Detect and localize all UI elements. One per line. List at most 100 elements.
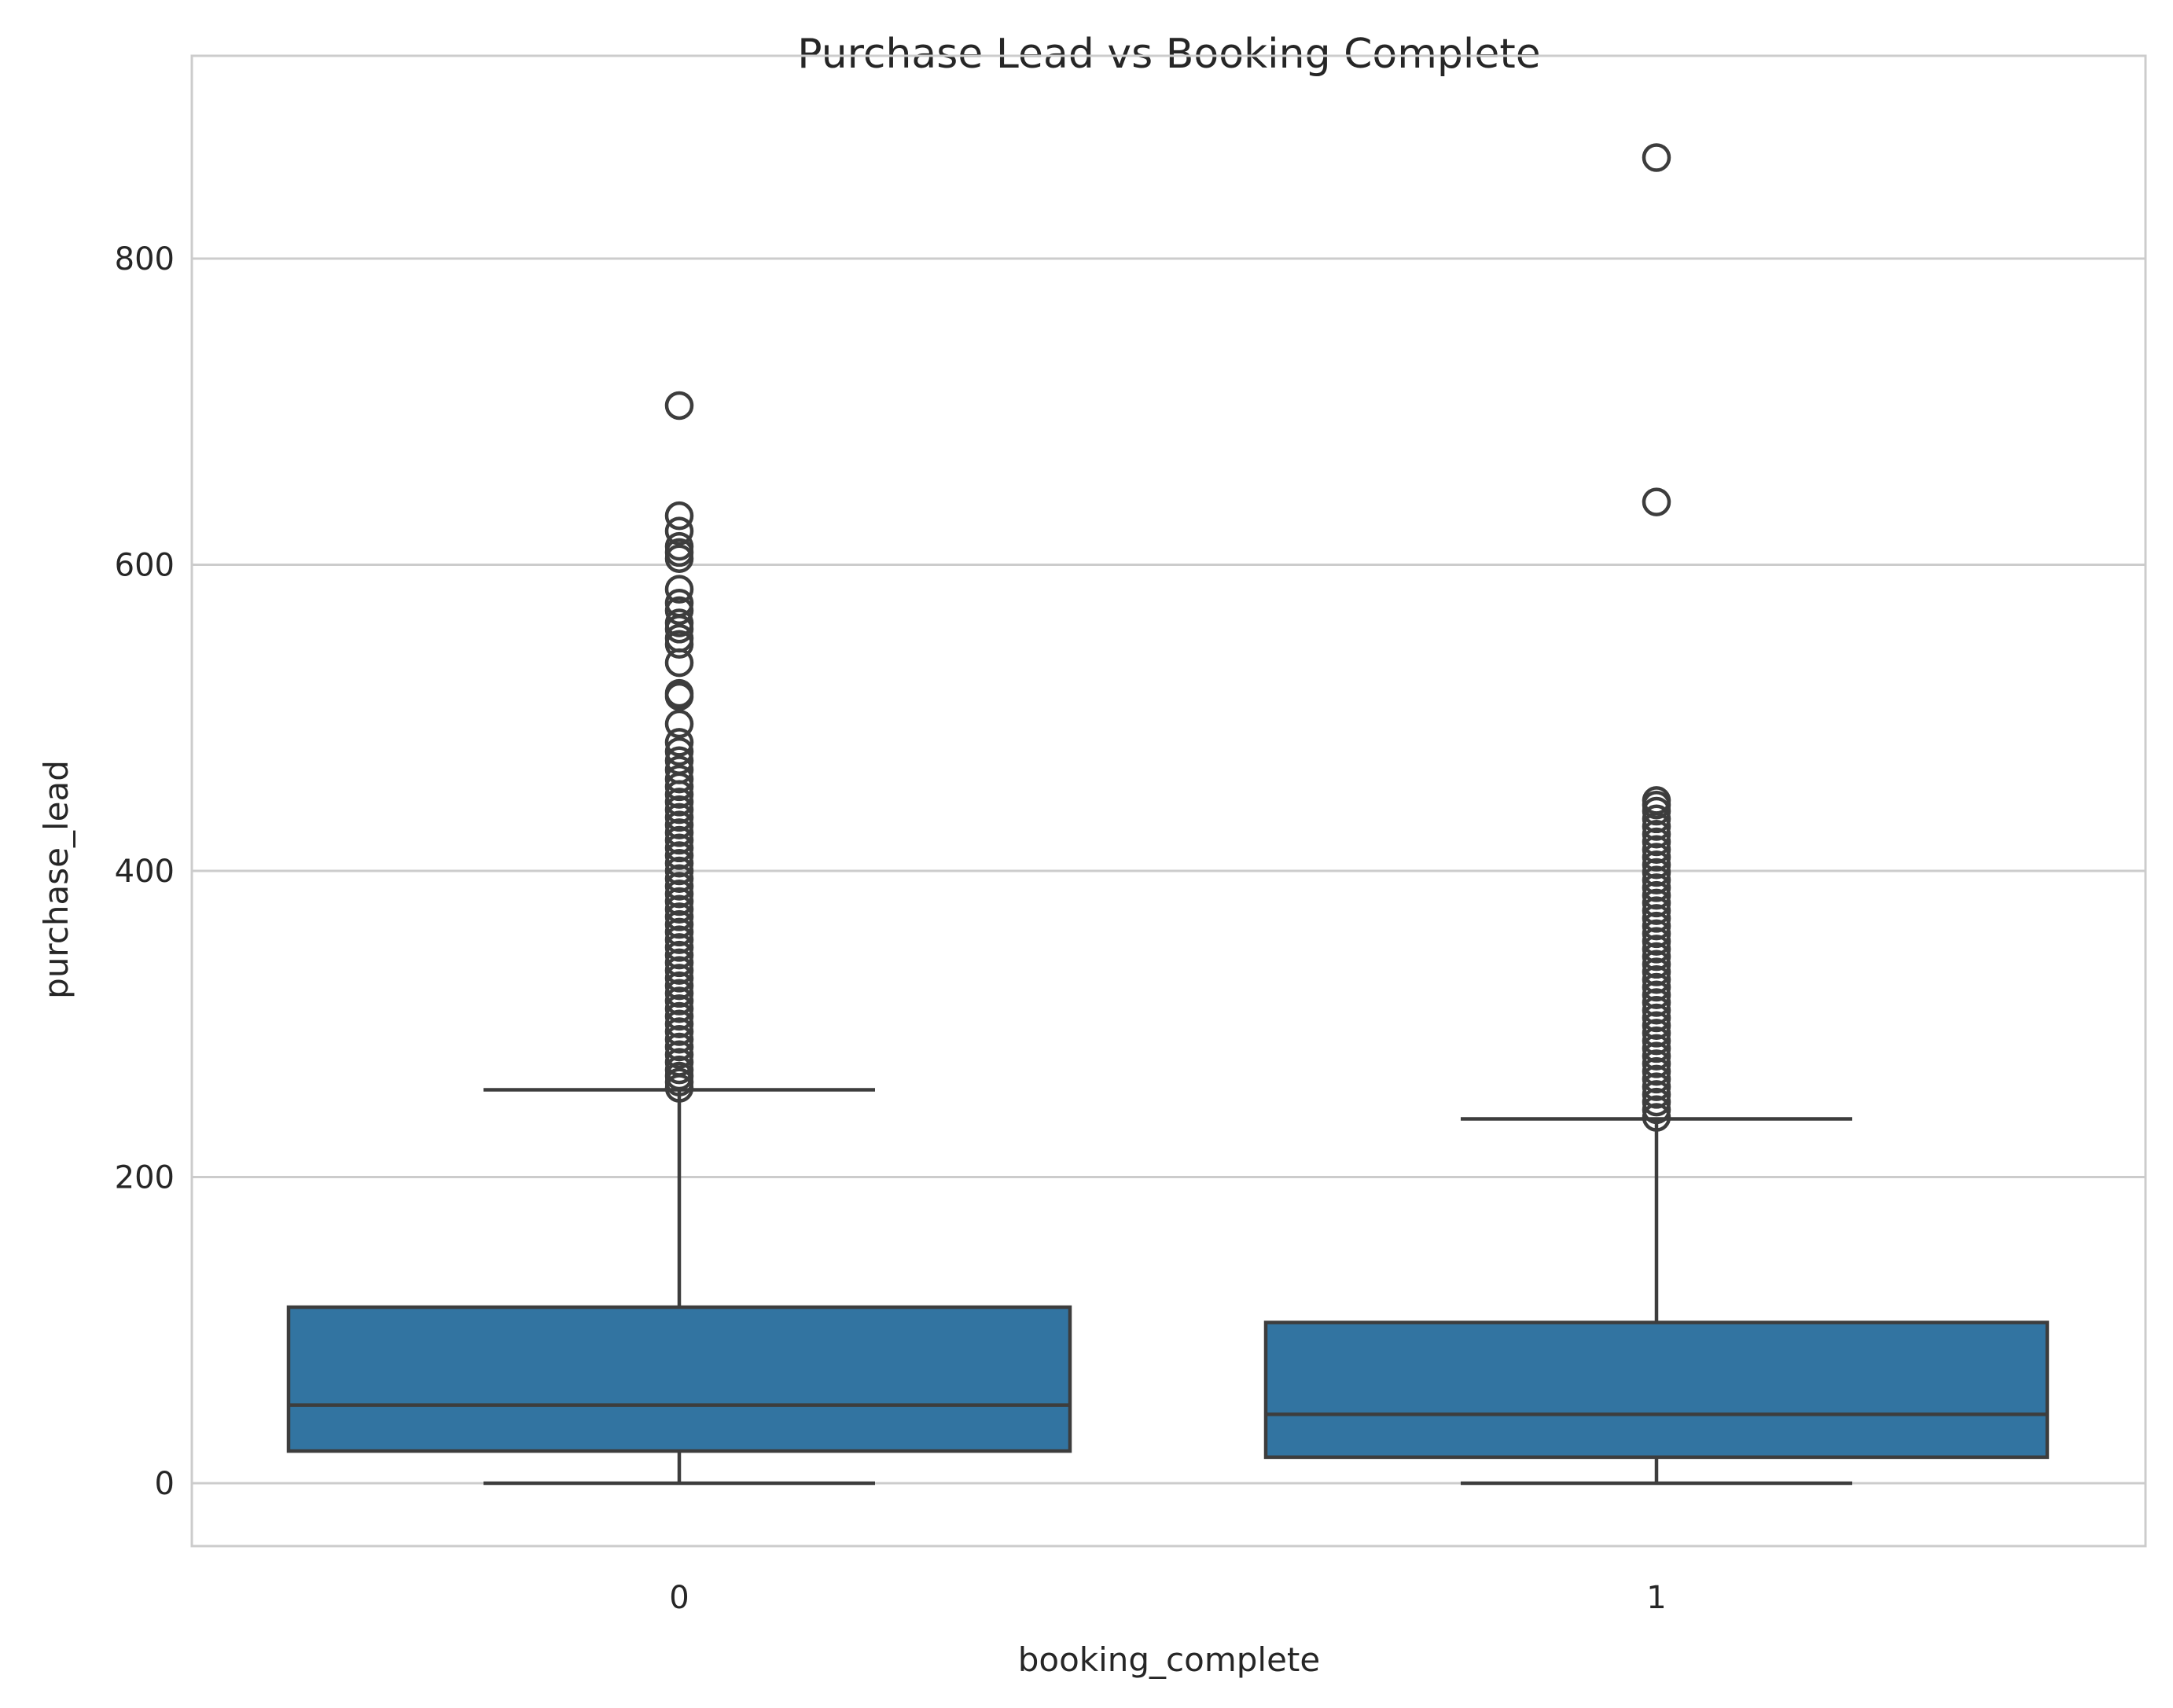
outlier-point	[664, 531, 694, 561]
outlier-point	[1642, 1064, 1671, 1094]
outlier-point	[664, 623, 694, 653]
outlier-point	[1642, 896, 1671, 925]
outlier-point	[664, 1024, 694, 1054]
boxes	[286, 1088, 2050, 1486]
x-tick-label-0: 0	[669, 1580, 689, 1616]
outlier-point	[664, 841, 694, 870]
x-tick-label-1: 1	[1646, 1580, 1666, 1616]
outliers-1	[1642, 143, 1671, 1132]
outlier-point	[1642, 965, 1671, 994]
outlier-point	[1642, 1026, 1671, 1056]
outlier-point	[664, 795, 694, 825]
outlier-point	[664, 803, 694, 832]
outlier-point	[664, 864, 694, 893]
y-tick-label-400: 400	[115, 854, 175, 890]
outlier-point	[664, 1032, 694, 1062]
outlier-point	[1642, 904, 1671, 933]
outlier-point	[664, 909, 694, 939]
outlier-point	[1642, 487, 1671, 516]
chart-title: Purchase Lead vs Booking Complete	[797, 31, 1540, 78]
outlier-point	[664, 728, 694, 757]
outlier-point	[664, 746, 694, 776]
outlier-point	[664, 608, 694, 637]
outlier-point	[1642, 804, 1671, 834]
outlier-point	[1642, 935, 1671, 964]
outlier-point	[664, 971, 694, 1001]
outlier-point	[1642, 1056, 1671, 1086]
outlier-point	[664, 1048, 694, 1077]
iqr-box-1	[1263, 1320, 2050, 1460]
outlier-point	[1642, 1011, 1671, 1040]
outlier-point	[664, 1055, 694, 1085]
outlier-point	[664, 894, 694, 924]
outlier-point	[1642, 865, 1671, 894]
y-tick-label-600: 600	[115, 548, 175, 584]
outlier-point	[1642, 1003, 1671, 1033]
outlier-point	[664, 933, 694, 962]
outliers-0	[664, 391, 694, 1103]
outlier-point	[664, 925, 694, 954]
outlier-point	[1642, 143, 1671, 172]
outlier-point	[1642, 827, 1671, 857]
outlier-point	[1642, 950, 1671, 979]
outlier-point	[664, 994, 694, 1023]
plot-frame	[190, 54, 2147, 1548]
outlier-point	[664, 788, 694, 817]
outlier-point	[664, 736, 694, 766]
outlier-point	[1642, 843, 1671, 872]
outlier-point	[1642, 1087, 1671, 1117]
outlier-point	[664, 501, 694, 531]
outlier-point	[1642, 980, 1671, 1009]
outlier-point	[664, 709, 694, 739]
outlier-point	[1642, 1072, 1671, 1101]
outlier-point	[664, 1009, 694, 1038]
outlier-point	[664, 825, 694, 855]
outlier-point	[664, 596, 694, 626]
outlier-point	[664, 887, 694, 916]
outlier-point	[664, 516, 694, 545]
outlier-point	[1642, 919, 1671, 949]
outlier-point	[1642, 888, 1671, 918]
outlier-point	[1642, 786, 1671, 815]
y-tick-labels: 0 200 400 600 800	[115, 241, 175, 1502]
outlier-point	[1642, 911, 1671, 941]
outlier-point	[664, 872, 694, 901]
outlier-point	[664, 964, 694, 993]
outlier-point	[1642, 880, 1671, 910]
outlier-point	[664, 391, 694, 421]
outlier-point	[1642, 873, 1671, 902]
grid-lines	[192, 257, 2145, 1485]
outlier-point	[1642, 1019, 1671, 1048]
outlier-point	[1642, 957, 1671, 986]
outlier-point	[664, 810, 694, 839]
y-axis-label: purchase_lead	[37, 760, 75, 999]
outlier-point	[1642, 1080, 1671, 1109]
outlier-point	[664, 979, 694, 1008]
outlier-point	[664, 1040, 694, 1069]
outlier-point	[1642, 1034, 1671, 1063]
outlier-point	[664, 764, 694, 794]
outlier-point	[664, 1001, 694, 1031]
outlier-point	[664, 818, 694, 847]
y-tick-label-0: 0	[155, 1466, 175, 1502]
outlier-point	[1642, 927, 1671, 956]
outlier-point	[664, 948, 694, 978]
iqr-box-0	[286, 1305, 1072, 1453]
outlier-point	[664, 849, 694, 878]
outlier-point	[664, 678, 694, 708]
outlier-point	[664, 575, 694, 604]
outlier-point	[664, 879, 694, 909]
outlier-point	[664, 755, 694, 784]
outlier-point	[664, 902, 694, 931]
outlier-point	[664, 856, 694, 886]
box-group-0	[286, 1088, 1072, 1486]
box-group-1	[1263, 1117, 2050, 1486]
outlier-point	[1642, 942, 1671, 972]
outlier-point	[1642, 1041, 1671, 1071]
y-tick-label-200: 200	[115, 1160, 175, 1196]
outlier-point	[1642, 835, 1671, 864]
outlier-point	[1642, 1103, 1671, 1132]
outlier-point	[664, 917, 694, 947]
